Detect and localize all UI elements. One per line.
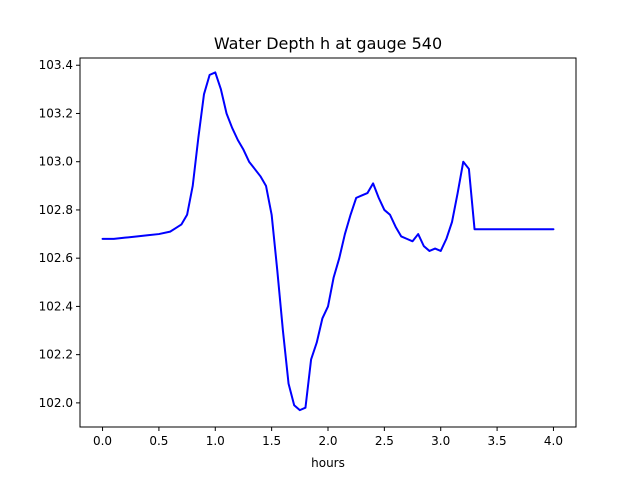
y-tick-label: 102.6 xyxy=(39,251,73,265)
y-tick-label: 102.2 xyxy=(39,348,73,362)
x-tick-label: 3.5 xyxy=(488,434,507,448)
y-tick-label: 102.4 xyxy=(39,299,73,313)
y-tick-label: 103.4 xyxy=(39,58,73,72)
x-tick-label: 0.0 xyxy=(93,434,112,448)
y-tick-label: 102.8 xyxy=(39,203,73,217)
x-tick-label: 2.0 xyxy=(318,434,337,448)
x-axis-ticks: 0.0 0.5 1.0 1.5 2.0 2.5 3.0 3.5 4.0 xyxy=(93,427,563,448)
y-axis-ticks: 102.0 102.2 102.4 102.6 102.8 103.0 103.2 103.4 xyxy=(39,58,80,410)
y-tick-label: 102.0 xyxy=(39,396,73,410)
x-tick-label: 0.5 xyxy=(149,434,168,448)
x-tick-label: 4.0 xyxy=(544,434,563,448)
x-tick-label: 1.0 xyxy=(206,434,225,448)
y-tick-label: 103.0 xyxy=(39,155,73,169)
x-axis-label: hours xyxy=(311,456,345,470)
x-tick-label: 3.0 xyxy=(431,434,450,448)
chart-title: Water Depth h at gauge 540 xyxy=(214,34,442,53)
y-tick-label: 103.2 xyxy=(39,106,73,120)
x-tick-label: 1.5 xyxy=(262,434,281,448)
series-line-0 xyxy=(101,71,555,412)
x-tick-label: 2.5 xyxy=(375,434,394,448)
